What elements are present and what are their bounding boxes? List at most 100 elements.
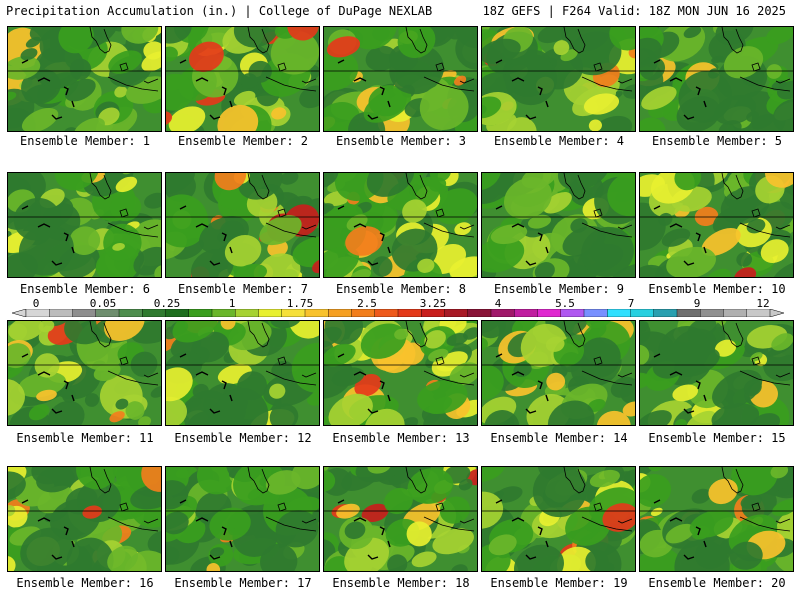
coastline-outline	[247, 173, 317, 238]
colorbar-swatch	[746, 309, 771, 317]
colorbar-left-arrow	[12, 309, 27, 317]
precip-field	[8, 321, 161, 425]
coastline-outline	[247, 27, 317, 92]
coastline-outline	[563, 27, 633, 92]
colorbar-tick-label: 3.25	[419, 297, 447, 310]
colorbar-swatch	[281, 309, 306, 317]
colorbar-swatch	[304, 309, 329, 317]
ensemble-member-label: Ensemble Member: 10	[648, 282, 786, 296]
colorbar-swatch	[490, 309, 515, 317]
precip-field	[324, 27, 477, 131]
coastline-outline	[563, 467, 633, 532]
colorbar-swatch	[676, 309, 701, 317]
colorbar-swatch	[560, 309, 585, 317]
ensemble-member-label: Ensemble Member: 13	[332, 431, 470, 445]
ensemble-member-label: Ensemble Member: 3	[335, 134, 467, 148]
river-outline	[21, 59, 75, 120]
colorbar-tick-label: 5.5	[555, 297, 575, 310]
ensemble-map-panel	[323, 466, 478, 572]
colorbar-swatch	[723, 309, 748, 317]
colorbar-swatch	[421, 309, 445, 317]
colorbar-swatch	[328, 309, 352, 317]
precip-field	[166, 321, 319, 425]
ensemble-member-label: Ensemble Member: 19	[490, 576, 628, 590]
ensemble-map-panel	[165, 466, 320, 572]
precip-field	[640, 173, 793, 277]
river-outline	[337, 205, 391, 266]
colorbar-swatch	[188, 309, 213, 317]
colorbar-tick-label: 4	[494, 297, 502, 310]
coastline-outline	[721, 173, 791, 238]
ensemble-member-label: Ensemble Member: 15	[648, 431, 786, 445]
colorbar-swatch	[467, 309, 492, 317]
ensemble-member-label: Ensemble Member: 18	[332, 576, 470, 590]
ensemble-member-label: Ensemble Member: 11	[16, 431, 154, 445]
colorbar-swatch	[72, 309, 97, 317]
ensemble-map-panel	[7, 320, 162, 426]
precip-field	[166, 467, 319, 571]
river-outline	[653, 499, 707, 560]
ensemble-map-panel	[7, 26, 162, 132]
colorbar-swatch	[95, 309, 120, 317]
colorbar-tick-label: 12	[756, 297, 770, 310]
colorbar-tick-label: 0	[32, 297, 40, 310]
coastline-outline	[89, 321, 159, 386]
colorbar-swatch	[607, 309, 631, 317]
ensemble-map-panel	[481, 172, 636, 278]
precip-field	[482, 321, 635, 425]
colorbar-swatch	[630, 309, 655, 317]
colorbar-swatch	[583, 309, 608, 317]
river-outline	[337, 353, 391, 414]
precipitation-colorbar	[12, 309, 784, 317]
river-outline	[179, 499, 233, 560]
coastline-outline	[247, 321, 317, 386]
colorbar-swatch	[25, 309, 50, 317]
ensemble-map-panel	[639, 172, 794, 278]
coastline-outline	[563, 173, 633, 238]
river-outline	[179, 353, 233, 414]
precip-field	[482, 467, 635, 571]
colorbar-swatch	[258, 309, 283, 317]
colorbar-swatch	[142, 309, 166, 317]
colorbar-tick-label: 1	[228, 297, 236, 310]
coastline-outline	[563, 321, 633, 386]
precip-field	[640, 27, 793, 131]
colorbar-swatch	[118, 309, 143, 317]
ensemble-member-label: Ensemble Member: 8	[335, 282, 467, 296]
precip-field	[640, 467, 793, 571]
colorbar-swatch	[49, 309, 73, 317]
ensemble-member-label: Ensemble Member: 12	[174, 431, 312, 445]
colorbar-swatch	[235, 309, 259, 317]
coastline-outline	[405, 467, 475, 532]
colorbar-swatch	[700, 309, 724, 317]
ensemble-member-label: Ensemble Member: 6	[19, 282, 151, 296]
ensemble-map-panel	[165, 172, 320, 278]
river-outline	[653, 59, 707, 120]
colorbar-tick-label: 0.05	[89, 297, 117, 310]
precip-field	[166, 173, 319, 277]
ensemble-map-panel	[481, 466, 636, 572]
colorbar-swatch	[537, 309, 562, 317]
precip-field	[8, 467, 161, 571]
ensemble-member-label: Ensemble Member: 20	[648, 576, 786, 590]
colorbar-tick-label: 7	[627, 297, 635, 310]
colorbar-swatch	[351, 309, 376, 317]
ensemble-map-panel	[323, 26, 478, 132]
ensemble-map-panel	[7, 172, 162, 278]
colorbar-tick-label: 1.75	[286, 297, 314, 310]
colorbar-tick-label: 2.5	[357, 297, 377, 310]
precip-field	[640, 321, 793, 425]
ensemble-map-panel	[165, 320, 320, 426]
ensemble-map-panel	[165, 26, 320, 132]
river-outline	[495, 205, 549, 266]
ensemble-map-panel	[639, 320, 794, 426]
colorbar-tick-label: 0.25	[153, 297, 181, 310]
coastline-outline	[405, 27, 475, 92]
coastline-outline	[721, 321, 791, 386]
colorbar-swatch	[514, 309, 538, 317]
coastline-outline	[247, 467, 317, 532]
river-outline	[337, 499, 391, 560]
precip-field	[324, 173, 477, 277]
ensemble-map-panel	[323, 172, 478, 278]
model-valid-time: 18Z GEFS | F264 Valid: 18Z MON JUN 16 20…	[482, 4, 786, 18]
